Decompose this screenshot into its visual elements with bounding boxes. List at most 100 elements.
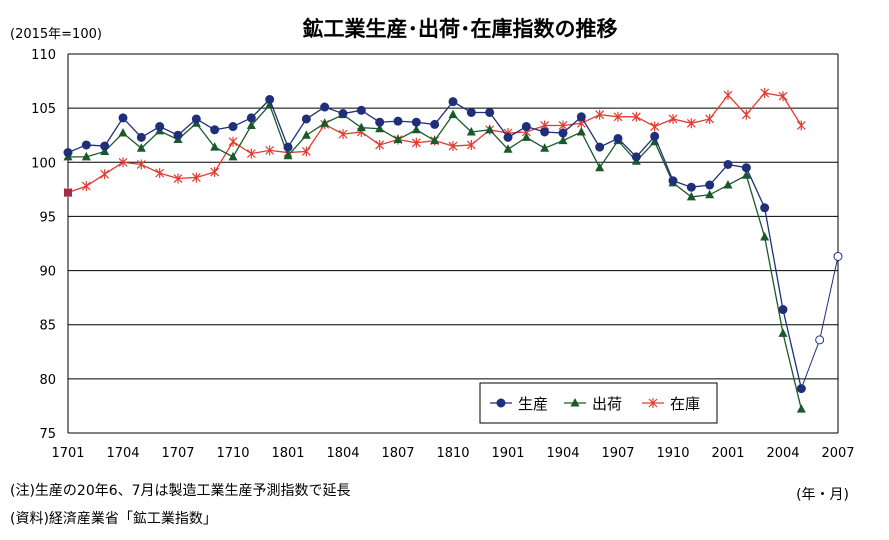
- data-point: [485, 107, 495, 117]
- gridlines: [67, 53, 839, 434]
- legend-label: 生産: [518, 395, 548, 413]
- data-point: [81, 181, 91, 192]
- x-tick-label: 1801: [271, 446, 304, 461]
- data-point: [448, 141, 458, 152]
- series-layer: [63, 87, 843, 413]
- data-point: [265, 145, 275, 156]
- data-point: [570, 398, 580, 407]
- y-axis-label: (2015年=100): [10, 27, 102, 42]
- data-point: [228, 136, 238, 147]
- data-point: [705, 113, 715, 124]
- data-point: [686, 118, 696, 129]
- data-point: [210, 142, 220, 151]
- legend-label: 在庫: [670, 395, 700, 413]
- y-tick-label: 75: [39, 427, 56, 442]
- data-point: [430, 135, 440, 145]
- data-point: [631, 111, 641, 122]
- y-tick-label: 80: [39, 373, 56, 388]
- source-note: (資料)経済産業省「鉱工業指数」: [10, 511, 217, 527]
- data-point: [466, 139, 476, 150]
- data-point: [375, 139, 385, 150]
- x-tick-label: 1704: [106, 446, 139, 461]
- y-tick-label: 100: [31, 156, 56, 171]
- data-point: [760, 87, 770, 98]
- legend: 生産 出荷 在庫: [479, 382, 718, 424]
- x-tick-label: 1804: [326, 446, 359, 461]
- data-point: [265, 94, 275, 104]
- data-point: [100, 146, 110, 155]
- data-point: [301, 114, 311, 124]
- data-point: [81, 151, 91, 161]
- data-point: [521, 122, 531, 132]
- data-point: [540, 143, 550, 152]
- data-point: [815, 335, 825, 345]
- x-tick-label: 1910: [656, 446, 689, 461]
- data-point: [63, 148, 73, 158]
- data-point: [320, 118, 330, 127]
- data-point: [503, 144, 513, 153]
- data-point: [173, 130, 183, 140]
- data-point: [338, 109, 348, 119]
- data-point: [760, 203, 770, 213]
- data-point: [686, 191, 696, 201]
- data-point: [796, 404, 806, 413]
- data-point: [503, 132, 513, 142]
- data-point: [246, 120, 256, 129]
- x-tick-labels: 1701 1704 1707 1710 1801 1804 1807 1810 1901 1904…: [51, 446, 854, 461]
- data-point: [356, 105, 366, 115]
- y-tick-label: 85: [39, 319, 56, 334]
- data-point: [283, 150, 293, 160]
- series-1: [63, 99, 806, 413]
- data-point: [778, 328, 788, 337]
- data-point: [393, 134, 403, 144]
- data-point: [100, 141, 110, 151]
- data-point: [540, 127, 550, 137]
- data-point: [338, 129, 348, 140]
- data-point: [595, 109, 605, 120]
- data-point: [448, 109, 458, 119]
- data-point: [558, 135, 568, 145]
- x-tick-label: 1904: [546, 446, 579, 461]
- forecast-line: [800, 256, 839, 389]
- data-point: [760, 232, 770, 241]
- y-tick-label: 95: [39, 210, 56, 225]
- data-point: [778, 91, 788, 102]
- x-tick-label: 1907: [601, 446, 634, 461]
- x-tick-label: 1701: [51, 446, 84, 461]
- x-tick-label: 1901: [491, 446, 524, 461]
- data-point: [210, 125, 220, 135]
- data-point: [741, 109, 751, 120]
- data-point: [393, 116, 403, 126]
- x-tick-label: 1807: [381, 446, 414, 461]
- data-point: [100, 169, 110, 180]
- data-point: [796, 384, 806, 394]
- data-point: [191, 114, 201, 124]
- data-point: [81, 140, 91, 150]
- data-point: [796, 120, 806, 131]
- data-point: [741, 170, 751, 179]
- data-point: [650, 131, 660, 141]
- legend-box: [479, 382, 718, 424]
- chart-note: (注)生産の20年6、7月は製造工業生産予測指数で延長: [10, 483, 351, 499]
- x-axis-unit-label: (年・月): [796, 487, 849, 503]
- data-point: [466, 126, 476, 136]
- data-point: [136, 143, 146, 152]
- data-point: [558, 128, 568, 138]
- data-point: [411, 117, 421, 127]
- data-point: [631, 152, 641, 162]
- data-point: [301, 130, 311, 139]
- data-point: [613, 133, 623, 143]
- y-tick-label: 90: [39, 265, 56, 280]
- data-point: [595, 162, 605, 172]
- data-point: [778, 305, 788, 315]
- data-point: [576, 112, 586, 122]
- data-point: [375, 117, 385, 127]
- data-point: [496, 398, 506, 408]
- data-point: [833, 251, 843, 261]
- x-tick-label: 2004: [766, 446, 799, 461]
- data-point: [466, 107, 476, 117]
- data-point: [356, 122, 366, 132]
- data-point: [485, 124, 495, 134]
- data-point: [668, 113, 678, 124]
